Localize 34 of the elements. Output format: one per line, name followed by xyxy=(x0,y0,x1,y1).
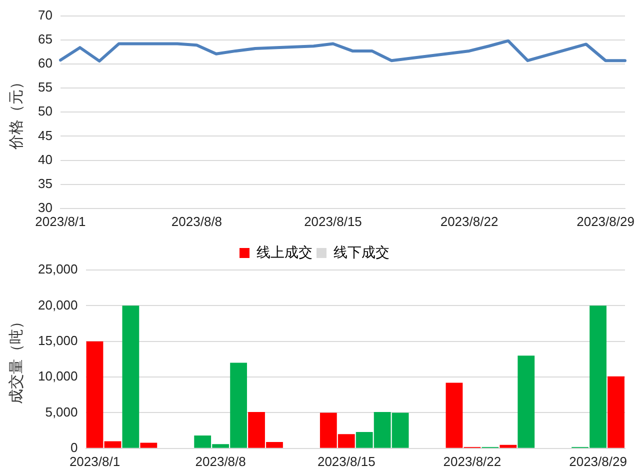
bar xyxy=(140,442,158,448)
legend-label: 线下成交 xyxy=(334,244,390,260)
y-tick-label: 5,000 xyxy=(45,404,78,420)
x-tick-label: 2023/8/15 xyxy=(317,454,376,469)
y-axis-title: 成交量（吨） xyxy=(8,314,26,404)
x-tick-label: 2023/8/29 xyxy=(576,214,634,229)
y-axis-title: 价格（元） xyxy=(8,74,26,151)
bar xyxy=(608,376,624,448)
y-tick-label: 55 xyxy=(38,80,52,95)
bar xyxy=(122,306,140,448)
y-tick-label: 70 xyxy=(38,7,52,22)
y-tick-label: 10,000 xyxy=(38,368,78,384)
y-tick-label: 35 xyxy=(38,176,52,191)
x-tick-label: 2023/8/29 xyxy=(569,454,627,469)
x-tick-label: 2023/8/22 xyxy=(440,214,498,229)
bar xyxy=(500,444,517,448)
y-tick-label: 50 xyxy=(38,104,52,119)
legend-label: 线上成交 xyxy=(256,244,312,260)
x-tick-label: 2023/8/1 xyxy=(35,214,86,229)
y-tick-label: 25,000 xyxy=(38,262,78,277)
x-tick-label: 2023/8/22 xyxy=(443,454,502,469)
y-tick-label: 60 xyxy=(38,56,52,71)
bar xyxy=(518,356,535,448)
y-tick-label: 65 xyxy=(38,31,52,46)
x-tick-label: 2023/8/8 xyxy=(171,214,222,229)
x-tick-label: 2023/8/1 xyxy=(69,454,120,469)
y-tick-label: 45 xyxy=(38,128,52,143)
y-tick-label: 40 xyxy=(38,152,52,167)
y-tick-label: 15,000 xyxy=(38,332,78,348)
x-tick-label: 2023/8/8 xyxy=(195,454,246,469)
y-tick-label: 0 xyxy=(70,440,78,455)
y-tick-label: 30 xyxy=(38,200,52,215)
y-tick-label: 20,000 xyxy=(38,297,78,312)
x-tick-label: 2023/8/15 xyxy=(304,214,362,229)
